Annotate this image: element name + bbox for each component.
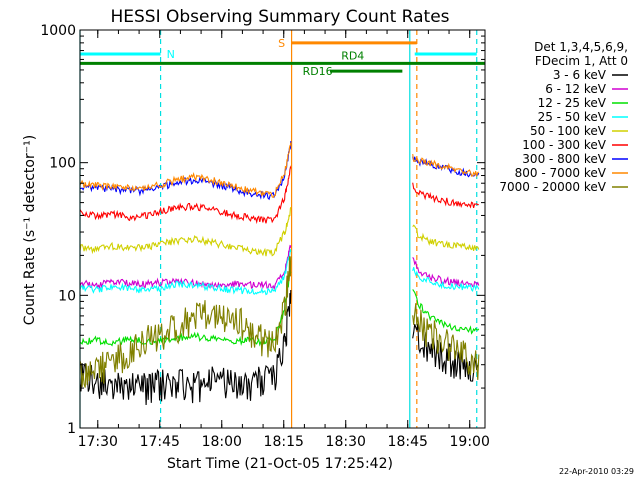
- legend: Det 1,3,4,5,6,9,FDecim 1, Att 03 - 6 keV…: [499, 40, 628, 194]
- plot-frame: [79, 29, 486, 429]
- x-tick-label-0: 17:30: [78, 434, 118, 450]
- legend-entry-1: 6 - 12 keV: [545, 82, 607, 96]
- series-line-7: [79, 142, 479, 199]
- y-tick-label-1: 10: [58, 288, 76, 304]
- x-tick-label-3: 18:15: [264, 434, 304, 450]
- status-label-s: S: [278, 37, 285, 50]
- x-tick-label-4: 18:30: [326, 434, 366, 450]
- legend-entry-3: 25 - 50 keV: [538, 110, 607, 124]
- legend-entry-5: 100 - 300 keV: [522, 138, 606, 152]
- legend-entry-7: 800 - 7000 keV: [515, 166, 607, 180]
- legend-header-0: Det 1,3,4,5,6,9,: [534, 40, 628, 54]
- series-line-0: [79, 289, 480, 406]
- x-tick-label-5: 18:45: [388, 434, 428, 450]
- series-line-4: [79, 207, 480, 257]
- legend-entry-8: 7000 - 20000 keV: [499, 180, 606, 194]
- x-tick-label-1: 17:45: [140, 434, 180, 450]
- x-axis-label: Start Time (21-Oct-05 17:25:42): [167, 456, 393, 472]
- footer-date: 22-Apr-2010 03:29: [559, 467, 634, 476]
- series-line-3: [79, 249, 480, 296]
- legend-header-1: FDecim 1, Att 0: [535, 54, 628, 68]
- x-tick-label-6: 19:00: [450, 434, 490, 450]
- status-label-n: N: [167, 48, 175, 61]
- x-tick-label-2: 18:00: [202, 434, 242, 450]
- y-tick-label-0: 1: [67, 421, 76, 437]
- legend-entry-6: 300 - 800 keV: [522, 152, 606, 166]
- y-tick-label-2: 100: [49, 156, 76, 172]
- chart-title: HESSI Observing Summary Count Rates: [110, 7, 449, 27]
- y-tick-label-3: 1000: [40, 23, 76, 39]
- series-line-5: [79, 165, 479, 225]
- series-line-8: [79, 256, 480, 388]
- plot-area: N S RD4 RD16: [79, 30, 485, 428]
- y-axis-label: Count Rate (s⁻¹ detector⁻¹): [22, 135, 38, 325]
- legend-entry-2: 12 - 25 keV: [538, 96, 607, 110]
- status-label-rd16: RD16: [303, 65, 333, 78]
- axes: 1 10 100 1000 17:30 17:45 18:00 18:15 18:30 18:45…: [40, 23, 490, 450]
- legend-entry-0: 3 - 6 keV: [553, 68, 607, 82]
- legend-entry-4: 50 - 100 keV: [530, 124, 607, 138]
- status-label-rd4: RD4: [341, 49, 364, 62]
